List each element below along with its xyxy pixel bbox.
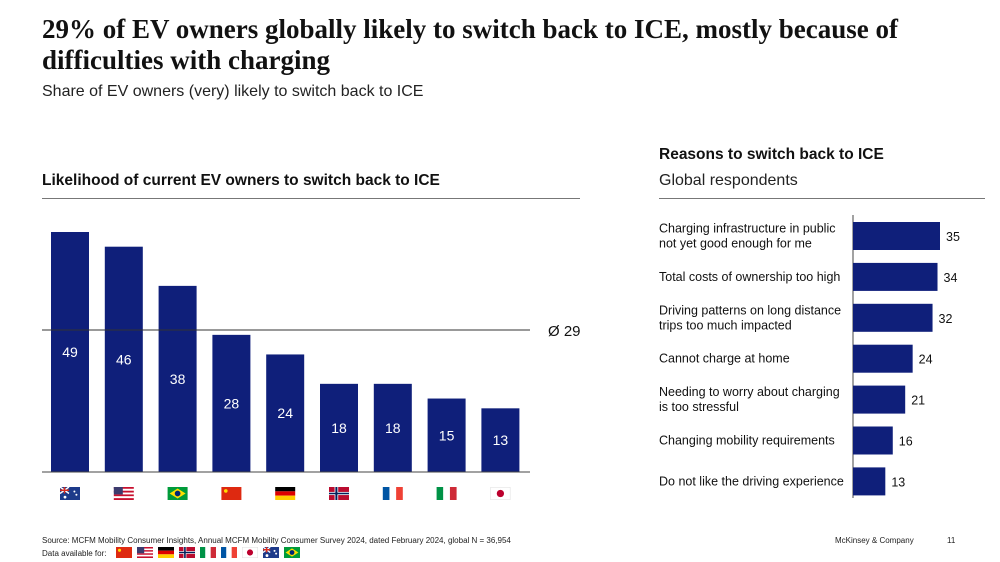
bar — [853, 222, 940, 250]
flag-china-icon — [221, 487, 242, 500]
bar-value-label: 38 — [170, 371, 186, 387]
bar — [853, 303, 933, 332]
category-label: not yet good enough for me — [659, 237, 812, 251]
bar-value-label: 16 — [899, 435, 913, 449]
bar — [51, 232, 89, 472]
bar-value-label: 34 — [944, 271, 958, 285]
bar-value-label: 24 — [919, 353, 933, 367]
bar — [853, 467, 886, 496]
bar-value-label: 21 — [911, 394, 925, 408]
left-chart-title: Likelihood of current EV owners to switc… — [42, 172, 440, 189]
flag-france-icon — [382, 487, 403, 500]
flag-usa-icon — [113, 487, 134, 500]
bar — [853, 426, 893, 455]
bar-value-label: 24 — [277, 405, 293, 421]
flag-germany-icon — [158, 547, 174, 558]
flag-japan-icon — [242, 547, 258, 558]
bar-value-label: 13 — [891, 475, 905, 489]
right-chart-rule — [659, 198, 985, 199]
page-title: 29% of EV owners globally likely to swit… — [42, 14, 899, 75]
flag-australia-icon — [59, 486, 80, 500]
data-available-flags — [116, 546, 300, 558]
average-label: Ø 29 — [548, 323, 581, 340]
right-chart-subtitle: Global respondents — [659, 172, 798, 189]
bar-value-label: 13 — [493, 432, 509, 448]
flag-italy-icon — [436, 487, 457, 500]
right-chart-title: Reasons to switch back to ICE — [659, 146, 884, 163]
flag-usa-icon — [137, 547, 153, 558]
bar — [853, 262, 938, 291]
flag-norway-icon — [179, 547, 195, 558]
bar — [853, 344, 913, 373]
flag-brazil-icon — [167, 487, 188, 500]
bar-value-label: 32 — [939, 312, 953, 326]
flag-china-icon — [116, 547, 132, 558]
bar-value-label: 46 — [116, 351, 132, 367]
flag-italy-icon — [200, 547, 216, 558]
category-label: Driving patterns on long distance — [659, 303, 841, 317]
brand-name: McKinsey & Company — [835, 536, 914, 545]
flag-norway-icon — [329, 487, 349, 500]
bar — [266, 354, 305, 472]
category-label: Changing mobility requirements — [659, 434, 835, 448]
bar-value-label: 35 — [946, 230, 960, 244]
flag-australia-icon — [262, 546, 279, 558]
page-number: 11 — [947, 536, 956, 545]
flag-germany-icon — [275, 487, 296, 500]
category-label: Do not like the driving experience — [659, 474, 844, 488]
category-label: Total costs of ownership too high — [659, 270, 840, 284]
bar — [427, 398, 466, 472]
category-label: Needing to worry about charging — [659, 385, 840, 399]
bar — [481, 408, 520, 472]
category-label: Cannot charge at home — [659, 352, 790, 366]
flag-france-icon — [221, 547, 237, 558]
flag-japan-icon — [490, 487, 511, 500]
bar-value-label: 49 — [62, 344, 78, 360]
flag-brazil-icon — [284, 547, 300, 558]
page-subtitle: Share of EV owners (very) likely to swit… — [42, 83, 424, 100]
left-chart-rule — [42, 198, 580, 199]
bar — [104, 246, 143, 472]
bar-value-label: 18 — [385, 420, 401, 436]
source-note: Source: MCFM Mobility Consumer Insights,… — [42, 536, 511, 545]
bar-value-label: 15 — [439, 427, 455, 443]
bar-value-label: 18 — [331, 420, 347, 436]
bar — [212, 334, 251, 472]
bar-value-label: 28 — [224, 395, 240, 411]
category-label: trips too much impacted — [659, 318, 792, 332]
bar — [853, 385, 906, 414]
bar — [158, 285, 197, 472]
bar — [373, 383, 412, 472]
bar — [320, 383, 358, 472]
data-available-label: Data available for: — [42, 549, 107, 558]
category-label: Charging infrastructure in public — [659, 222, 835, 236]
category-label: is too stressful — [659, 400, 739, 414]
